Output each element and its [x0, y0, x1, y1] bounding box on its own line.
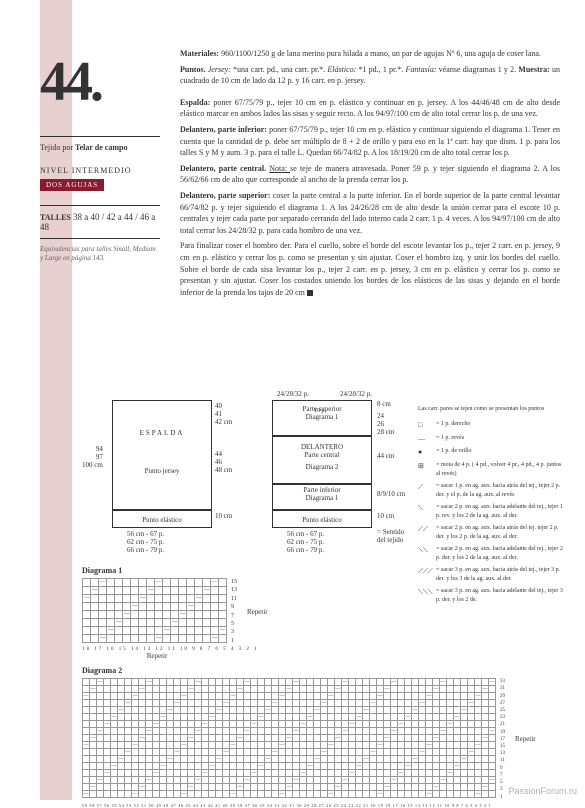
page: 44. Tejido por Telar de campo NIVEL INTE…	[0, 0, 585, 800]
espalda-section: Espalda: poner 67/75/79 p., tejer 10 cm …	[180, 97, 560, 120]
pink-sidebar	[40, 0, 72, 800]
delantero-superior: Delantero, parte superior: coser la part…	[180, 190, 560, 236]
delantero-central: Delantero, parte central. Nota: se teje …	[180, 163, 560, 186]
equivalencias: Equivalencias para talles Small, Medium …	[40, 245, 160, 263]
del-cen-box: DELANTERO Parte central Diagrama 2	[272, 436, 372, 484]
puntos-line: Puntos. Jersey: *una carr. pd., una carr…	[180, 64, 560, 87]
finalizar: Para finalizar coser el hombro der. Para…	[180, 240, 560, 298]
diagram1-grid: —————————————————————	[82, 578, 227, 643]
materiales-line: Materiales: 960/1100/1250 g de lana meri…	[180, 48, 560, 60]
nivel-label: NIVEL INTERMEDIO	[40, 166, 160, 175]
del-sup-box: Parte superior Diagrama 1	[272, 400, 372, 436]
delantero-inferior: Delantero, parte inferior: poner 67/75/7…	[180, 124, 560, 159]
diagrams-area: Diagrama 1 ————————————————————— 15 13 1…	[82, 560, 562, 808]
left-column: Tejido por Telar de campo NIVEL INTERMED…	[40, 130, 160, 263]
tejido-line: Tejido por Telar de campo	[40, 143, 160, 152]
diagram1-title: Diagrama 1	[82, 566, 562, 575]
diagram2-grid: ————————————————————————————————————————…	[82, 678, 496, 798]
espalda-box: ESPALDA Punto jersey	[112, 400, 212, 510]
dos-agujas-badge: DOS AGUJAS	[40, 179, 104, 191]
del-inf-box: Parte inferior Diagrama 1	[272, 484, 372, 510]
pattern-number: 44.	[40, 50, 101, 114]
watermark: PassionForum.ru	[508, 786, 577, 796]
del-el-box: Punto elástico	[272, 510, 372, 528]
talles: TALLES 38 a 40 / 42 a 44 / 46 a 48	[40, 212, 160, 232]
diagram2-title: Diagrama 2	[82, 666, 562, 675]
instructions: Materiales: 960/1100/1250 g de lana meri…	[180, 48, 560, 302]
espalda-elastico: Punto elástico	[112, 510, 212, 528]
